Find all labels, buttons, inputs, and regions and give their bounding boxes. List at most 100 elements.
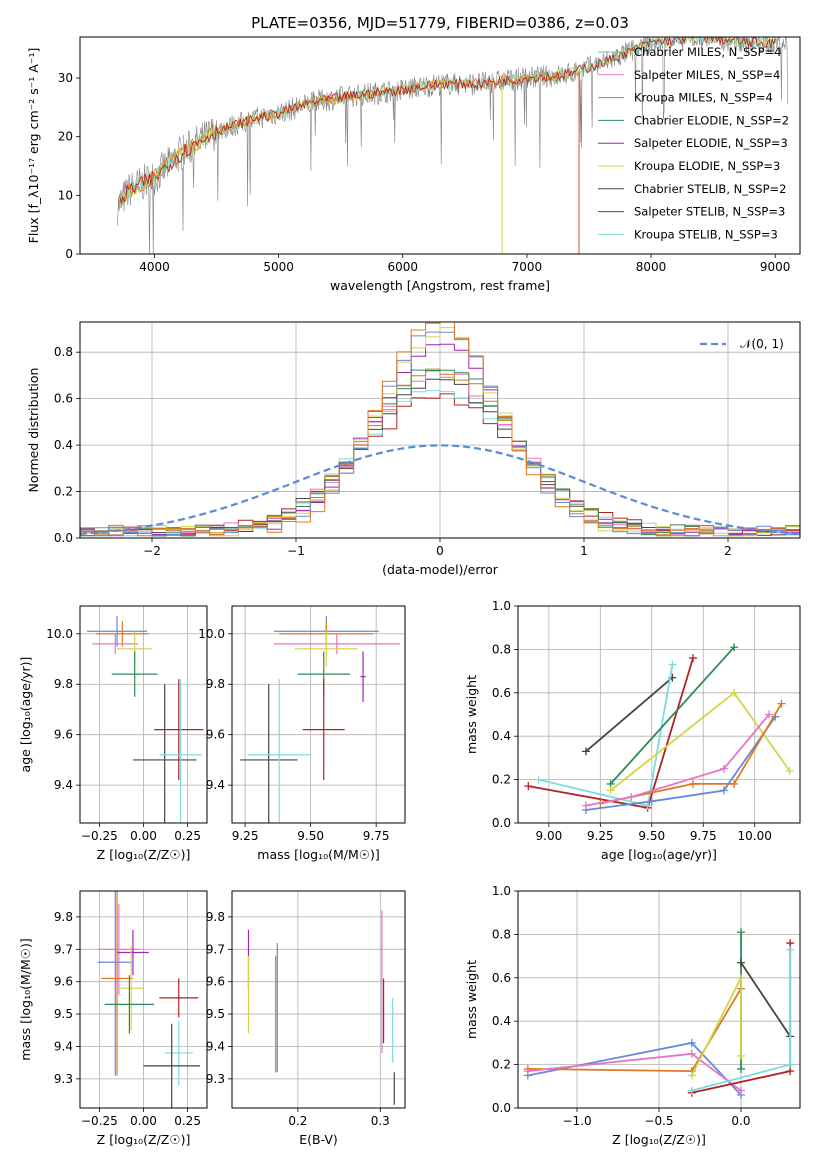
x-tick-label: 0.00 (130, 829, 157, 843)
y-tick-label: 0.4 (54, 438, 73, 452)
panel-mass_vs_z: −0.25 0.00 0.25 9.3 9.4 9.5 9.6 9.7 9.8 Z [log₁₀(… (18, 890, 208, 1147)
x-axis-label: (data-model)/error (382, 562, 499, 577)
y-tick-label: 9.3 (206, 1072, 225, 1086)
y-tick-label: 9.8 (206, 910, 225, 924)
chart-title: PLATE=0356, MJD=51779, FIBERID=0386, z=0… (251, 14, 629, 32)
data-point-marker (730, 643, 739, 652)
legend: Chabrier MILES, N_SSP=4 Salpeter MILES, N… (598, 45, 789, 241)
y-tick-label: 0.2 (492, 773, 511, 787)
legend-label: Salpeter STELIB, N_SSP=3 (634, 205, 785, 219)
axes-frame (517, 890, 801, 1109)
y-axis-label: age [log₁₀(age/yr)] (18, 657, 33, 773)
data-point-marker (736, 1064, 745, 1073)
plot-area (87, 616, 204, 823)
data-point-marker (688, 779, 697, 788)
data-point-marker (730, 779, 739, 788)
panel-weight_vs_age: 9.00 9.25 9.50 9.75 10.00 0.0 0.2 0.4 0.6 0.8 1.0 a… (464, 599, 801, 862)
panel-weight_vs_z: −1.0 −0.5 0.0 0.0 0.2 0.4 0.6 0.8 1.0 Z [log₁₀(Z/… (464, 884, 801, 1147)
x-tick-label: 10.00 (738, 829, 772, 843)
y-tick-label: 1.0 (492, 599, 511, 613)
plot-area (524, 643, 794, 814)
y-tick-label: 0.6 (54, 392, 73, 406)
panel-mass_vs_ebv: 0.2 0.3 9.3 9.4 9.5 9.6 9.7 9.8 E(B-V) (206, 890, 406, 1147)
panel-age_vs_z: −0.25 0.00 0.25 9.4 9.6 9.8 10.0 Z [log₁₀(Z/Z☉)… (18, 605, 208, 862)
x-tick-label: 4000 (139, 260, 170, 274)
x-tick-label: 0.3 (371, 1114, 390, 1128)
data-point-marker (581, 801, 590, 810)
y-tick-label: 9.7 (206, 942, 225, 956)
x-tick-label: −1 (287, 544, 305, 558)
spectrum-line-kroupa_elodie (119, 37, 776, 209)
y-tick-label: 10.0 (198, 627, 225, 641)
y-tick-label: 0.0 (492, 816, 511, 830)
data-point-marker (777, 699, 786, 708)
axes-frame (79, 36, 801, 255)
data-point-marker (736, 958, 745, 967)
data-point-marker (687, 1086, 696, 1095)
x-tick-label: 5000 (263, 260, 294, 274)
y-tick-label: 0.2 (54, 485, 73, 499)
weight-line-orange (600, 703, 783, 805)
x-tick-label: 0.25 (174, 1114, 201, 1128)
y-tick-label: 9.6 (206, 728, 225, 742)
y-tick-label: 0.0 (54, 531, 73, 545)
plot-area (523, 928, 795, 1099)
legend: 𝒩(0, 1) (700, 337, 784, 351)
x-tick-label: 0 (436, 544, 444, 558)
panel-residuals: −2 −1 0 1 2 0.0 0.2 0.4 0.6 0.8 (data-model)/error… (26, 321, 801, 577)
data-point-marker (687, 1038, 696, 1047)
y-tick-label: 9.4 (54, 778, 73, 792)
x-tick-label: 0.25 (174, 829, 201, 843)
y-tick-label: 9.8 (54, 910, 73, 924)
plot-area (239, 616, 400, 823)
x-tick-label: 9.75 (690, 829, 717, 843)
data-point-marker (736, 1086, 745, 1095)
data-point-marker (606, 786, 615, 795)
histogram-orange (80, 322, 800, 537)
plot-area (247, 910, 395, 1105)
data-point-marker (534, 775, 543, 784)
x-tick-label: 9.75 (363, 829, 390, 843)
data-point-marker (647, 797, 656, 806)
data-point-marker (687, 1071, 696, 1080)
x-tick-label: −2 (143, 544, 161, 558)
x-tick-label: 0.0 (731, 1114, 750, 1128)
x-axis-label: age [log₁₀(age/yr)] (601, 847, 717, 862)
axes-frame (231, 890, 406, 1109)
x-tick-label: 9000 (760, 260, 791, 274)
data-point-marker (736, 928, 745, 937)
axes-frame (79, 605, 208, 824)
x-tick-label: −0.25 (81, 1114, 118, 1128)
x-axis-label: Z [log₁₀(Z/Z☉)] (612, 1132, 706, 1147)
y-tick-label: 9.5 (54, 1007, 73, 1021)
x-tick-label: 9.25 (587, 829, 614, 843)
data-point-marker (668, 660, 677, 669)
y-tick-label: 0.8 (54, 345, 73, 359)
legend-label: Salpeter MILES, N_SSP=4 (634, 68, 780, 82)
axes-frame (79, 321, 801, 539)
legend-label: Kroupa MILES, N_SSP=4 (634, 91, 773, 105)
y-tick-label: 9.4 (54, 1039, 73, 1053)
y-tick-label: 9.8 (206, 677, 225, 691)
y-tick-label: 9.4 (206, 778, 225, 792)
data-point-marker (719, 764, 728, 773)
plot-area (97, 891, 200, 1108)
y-tick-label: 9.6 (54, 728, 73, 742)
x-tick-label: 7000 (512, 260, 543, 274)
weight-line-pink (585, 713, 770, 807)
y-tick-label: 0.4 (492, 1014, 511, 1028)
weight-line-orange (527, 988, 742, 1073)
axes-frame (517, 605, 801, 824)
y-tick-label: 0.4 (492, 729, 511, 743)
data-point-marker (736, 1051, 745, 1060)
data-point-marker (765, 710, 774, 719)
data-point-marker (730, 688, 739, 697)
y-tick-label: 9.3 (54, 1072, 73, 1086)
x-tick-label: 9.00 (536, 829, 563, 843)
legend-label: Kroupa ELODIE, N_SSP=3 (634, 159, 780, 173)
panel-spectrum: 4000 5000 6000 7000 8000 9000 0 10 20 30 wavelengt… (26, 36, 801, 293)
y-tick-label: 9.8 (54, 677, 73, 691)
spectrum-line-salpeter_stelib (119, 37, 776, 204)
data-point-marker (786, 945, 795, 954)
y-tick-label: 0.6 (492, 686, 511, 700)
